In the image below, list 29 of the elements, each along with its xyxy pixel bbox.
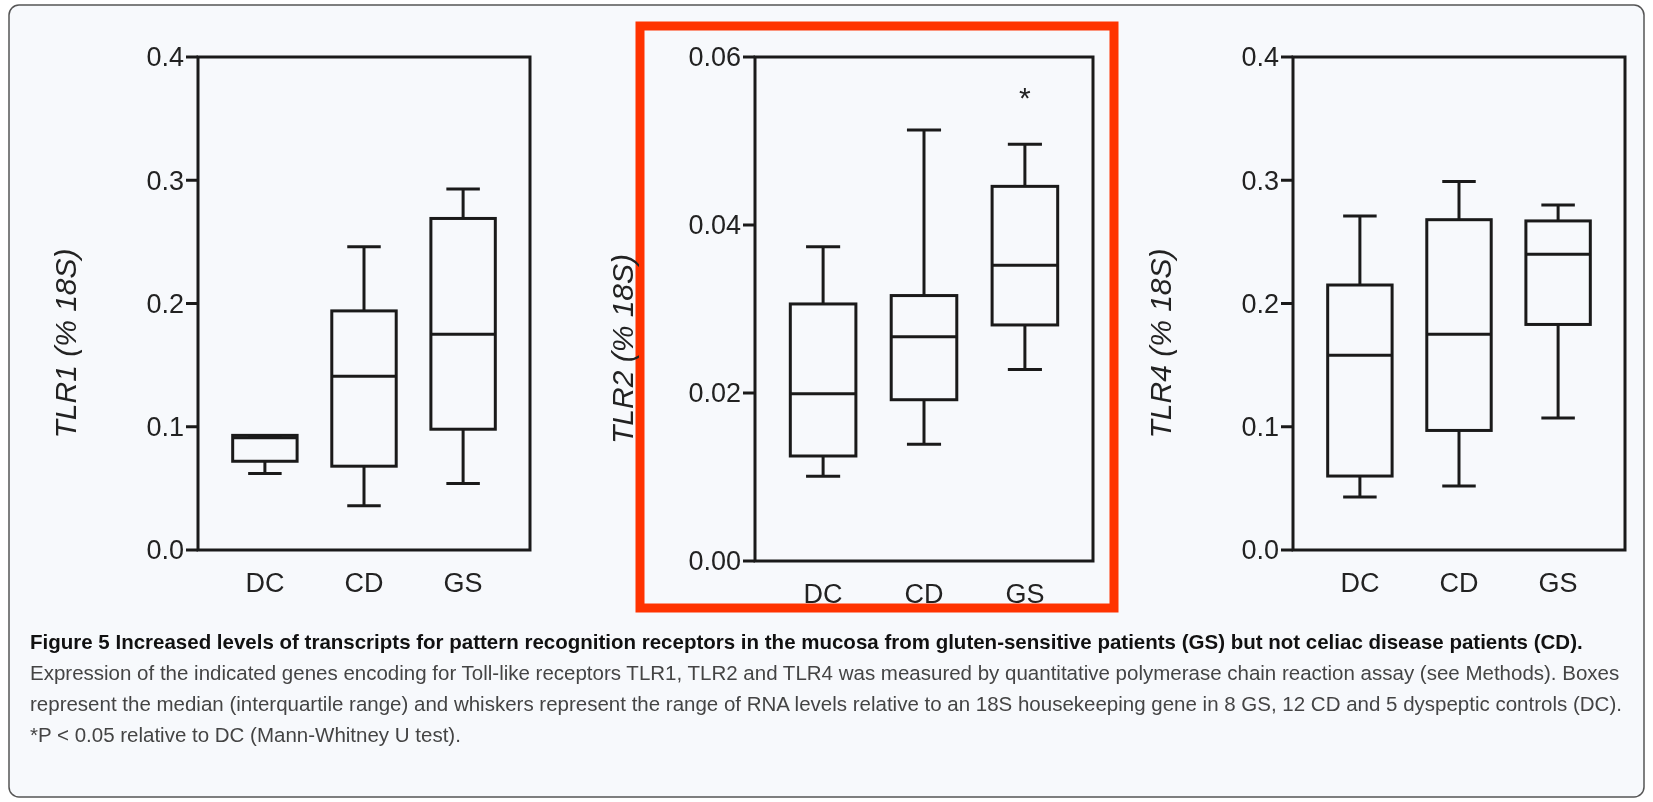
text: Expression of the indicated genes encoding for Toll-like receptors TLR1, TLR2 and TLR4 was measured by quantitative polymerase chain reaction assay (see Methods). Boxes represent the median (interquartile range) and whiskers represent the range of RNA levels relative to an 18S housekeeping gene in 8 GS, 12 CD and 5 dyspeptic controls (DC). *P < 0.05 relative to DC (Mann-Whitney U test).: [30, 661, 1622, 746]
y-tick-label: 0.00: [688, 546, 741, 577]
x-tick-label: CD: [904, 579, 944, 609]
y-axis-title: TLR1 (% 18S): [49, 248, 82, 439]
x-tick-label: CD: [1439, 568, 1479, 598]
x-tick-label: DC: [803, 579, 843, 609]
y-tick-label: 0.3: [1241, 165, 1279, 196]
y-tick-label: 0.4: [146, 42, 184, 73]
y-tick-label: 0.02: [688, 378, 741, 409]
y-tick-label: 0.0: [146, 535, 184, 566]
x-tick-label: GS: [1005, 579, 1045, 609]
y-tick-label: 0.2: [1241, 288, 1279, 319]
x-tick-label: DC: [1340, 568, 1380, 598]
x-tick-label: GS: [1538, 568, 1578, 598]
y-tick-label: 0.04: [688, 210, 741, 241]
y-tick-label: 0.3: [146, 165, 184, 196]
text: Figure 5 Increased levels of transcripts for pattern recognition receptors in the mucosa from gluten-sensitive patients (GS) but not celiac disease patients (CD).: [30, 630, 1583, 653]
y-axis-title: TLR2 (% 18S): [606, 253, 639, 445]
y-tick-label: 0.06: [688, 42, 741, 73]
y-tick-label: 0.1: [146, 412, 184, 443]
x-tick-label: GS: [443, 568, 483, 598]
x-tick-label: CD: [344, 568, 384, 598]
y-axis-title: TLR4 (% 18S): [1144, 248, 1177, 439]
y-tick-label: 0.0: [1241, 535, 1279, 566]
annotation: *: [1019, 81, 1032, 114]
y-tick-label: 0.2: [146, 288, 184, 319]
y-tick-label: 0.4: [1241, 42, 1279, 73]
y-tick-label: 0.1: [1241, 412, 1279, 443]
x-tick-label: DC: [245, 568, 285, 598]
